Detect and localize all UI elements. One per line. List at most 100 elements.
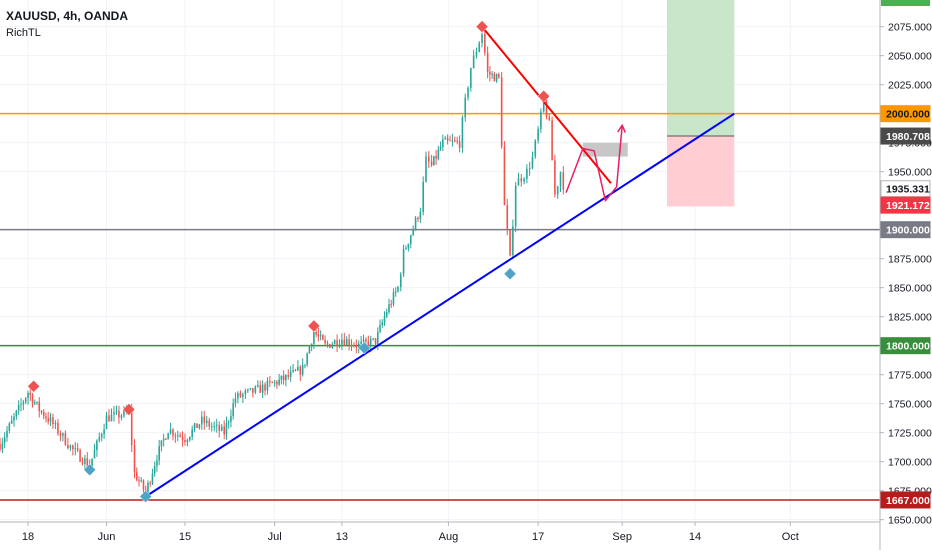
level-support-1667-tag: [880, 491, 931, 509]
candle-body: [526, 168, 528, 179]
candle-body: [289, 371, 292, 377]
y-tick-label: 1750.000: [888, 399, 932, 411]
candle-body: [103, 429, 105, 435]
pivot-high-marker: [475, 20, 489, 34]
candle-body: [412, 228, 414, 236]
y-tick-label: 2025.000: [888, 80, 932, 92]
candle-body: [454, 140, 456, 142]
candle-body: [169, 429, 172, 434]
candle-body: [285, 374, 287, 381]
candle-body: [38, 401, 41, 412]
candle-body: [271, 381, 274, 383]
candle-body: [341, 339, 343, 345]
candle-body: [254, 386, 257, 393]
candle-body: [22, 402, 25, 405]
candle-body: [108, 415, 110, 422]
x-tick-label: 15: [179, 531, 191, 543]
candle-body: [385, 312, 388, 317]
candle-body: [500, 77, 503, 147]
candle-body: [444, 137, 447, 140]
y-tick-label: 1650.000: [888, 515, 932, 527]
candle-body: [313, 332, 315, 344]
candle-body: [142, 480, 145, 490]
level-support-1667-label: 1667.000: [886, 495, 930, 507]
candle-body: [17, 405, 20, 411]
x-tick-label: Aug: [439, 531, 459, 543]
candle-body: [165, 438, 167, 440]
candle-body: [551, 120, 553, 161]
candle-body: [315, 332, 317, 335]
pivot-high-marker: [307, 319, 321, 333]
candle-body: [491, 73, 493, 75]
candle-body: [130, 410, 133, 446]
candle-body: [559, 172, 562, 187]
candle-body: [422, 181, 424, 212]
candle-body: [324, 339, 326, 344]
candle-body: [227, 421, 230, 424]
candle-body: [322, 335, 324, 340]
candle-body: [54, 422, 57, 425]
candle-body: [162, 438, 165, 441]
candle-body: [503, 146, 506, 206]
candle-body: [151, 473, 154, 484]
x-tick-label: 18: [22, 531, 34, 543]
y-tick-label: 1850.000: [888, 283, 932, 295]
pivot-high-marker: [122, 403, 136, 416]
candle-body: [52, 417, 54, 425]
pivot-high-marker: [27, 379, 40, 393]
candle-body: [297, 366, 299, 371]
trendline-ascending-support: [145, 112, 735, 498]
candle-body: [84, 458, 86, 464]
candle-body: [493, 73, 496, 82]
candle-body: [430, 161, 433, 166]
pivot-low-marker: [503, 267, 517, 281]
candle-body: [149, 482, 152, 484]
candle-body: [333, 340, 336, 345]
candle-body: [486, 52, 489, 72]
candle-body: [79, 450, 81, 462]
candle-body: [113, 412, 115, 415]
candle-body: [181, 436, 184, 440]
candle-body: [489, 71, 491, 75]
candle-body: [407, 243, 410, 249]
candle-body: [13, 416, 15, 421]
candle-body: [237, 393, 239, 399]
candle-body: [225, 423, 228, 435]
candle-body: [93, 450, 96, 459]
candle-body: [205, 420, 208, 424]
x-tick-label: Jul: [268, 531, 282, 543]
candle-body: [191, 429, 193, 437]
candle-body: [495, 74, 498, 82]
candle-body: [186, 439, 189, 443]
candle-body: [317, 334, 320, 337]
candle-body: [310, 343, 313, 347]
candle-body: [520, 178, 523, 182]
candle-body: [200, 416, 203, 425]
candle-body: [376, 331, 379, 345]
candle-body: [64, 433, 67, 445]
time-axis-panel: [0, 522, 880, 550]
candle-body: [456, 140, 459, 142]
candle-body: [6, 430, 8, 438]
candle-body: [31, 394, 34, 404]
candle-body: [91, 458, 93, 467]
candle-body: [353, 345, 355, 347]
candle-body: [208, 420, 211, 427]
candle-body: [402, 248, 405, 275]
level-support-1800-label: 1800.000: [886, 341, 930, 353]
candle-body: [115, 410, 118, 413]
candle-body: [449, 140, 451, 142]
candle-body: [76, 448, 79, 451]
y-tick-label: 1775.000: [888, 370, 932, 382]
candle-body: [343, 339, 346, 345]
x-tick-label: 14: [689, 531, 701, 543]
candle-body: [27, 392, 29, 399]
candle-body: [369, 339, 372, 347]
candle-body: [392, 292, 395, 305]
level-resistance-tag: [880, 105, 931, 123]
x-tick-label: Sep: [612, 531, 632, 543]
candle-body: [458, 141, 461, 148]
candle-body: [0, 444, 1, 450]
